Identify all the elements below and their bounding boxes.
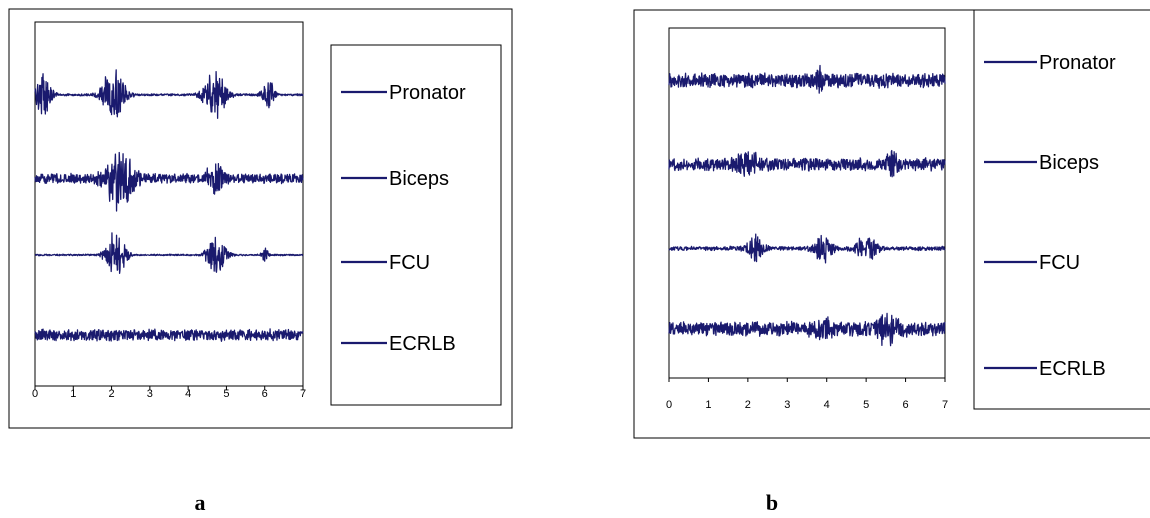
- x-tick-label: 4: [824, 399, 830, 411]
- legend: [330, 44, 502, 406]
- legend-label-ecrlb: ECRLB: [389, 333, 456, 355]
- x-tick-label: 2: [109, 388, 115, 400]
- x-tick-label: 3: [784, 399, 790, 411]
- x-tick-label: 5: [223, 388, 229, 400]
- x-tick-label: 0: [666, 399, 672, 411]
- legend-label-biceps: Biceps: [389, 168, 449, 190]
- trace-biceps: [34, 151, 304, 212]
- panel-label: a: [195, 490, 206, 515]
- x-axis: 0 1 2 3 4 5 6 7: [666, 378, 948, 411]
- x-tick-label: 2: [745, 399, 751, 411]
- trace-pronator: [34, 69, 304, 119]
- panel-label: b: [766, 490, 778, 515]
- x-tick-label: 1: [705, 399, 711, 411]
- panel-a: 0 1 2 3 4 5 6 7 Pronator Biceps FCU ECRLB a: [8, 8, 513, 515]
- legend-label-fcu: FCU: [1039, 252, 1080, 274]
- x-tick-label: 5: [863, 399, 869, 411]
- legend-label-fcu: FCU: [389, 252, 430, 274]
- trace-ecrlb: [668, 312, 946, 347]
- trace-fcu: [34, 232, 304, 274]
- x-tick-label: 7: [300, 388, 306, 400]
- chart-frame: [633, 9, 1150, 439]
- x-tick-label: 4: [185, 388, 191, 400]
- x-tick-label: 6: [262, 388, 268, 400]
- x-tick-label: 0: [32, 388, 38, 400]
- x-axis: 0 1 2 3 4 5 6 7: [32, 386, 306, 400]
- x-tick-label: 7: [942, 399, 948, 411]
- legend: [973, 9, 1150, 410]
- trace-fcu: [668, 233, 946, 264]
- trace-ecrlb: [34, 328, 304, 342]
- trace-biceps: [668, 149, 946, 178]
- traces: [668, 64, 946, 347]
- trace-pronator: [668, 64, 946, 94]
- legend-entries: Pronator Biceps FCU ECRLB: [341, 82, 466, 355]
- legend-label-pronator: Pronator: [389, 82, 466, 104]
- legend-entries: Pronator Biceps FCU ECRLB: [984, 52, 1116, 380]
- x-tick-label: 6: [903, 399, 909, 411]
- x-tick-label: 1: [70, 388, 76, 400]
- legend-label-ecrlb: ECRLB: [1039, 358, 1106, 380]
- legend-label-biceps: Biceps: [1039, 152, 1099, 174]
- legend-label-pronator: Pronator: [1039, 52, 1116, 74]
- panel-b: 0 1 2 3 4 5 6 7 Pronator Biceps FCU ECRLB b: [633, 9, 1150, 515]
- plot-area: [34, 21, 304, 387]
- traces: [34, 69, 304, 342]
- x-tick-label: 3: [147, 388, 153, 400]
